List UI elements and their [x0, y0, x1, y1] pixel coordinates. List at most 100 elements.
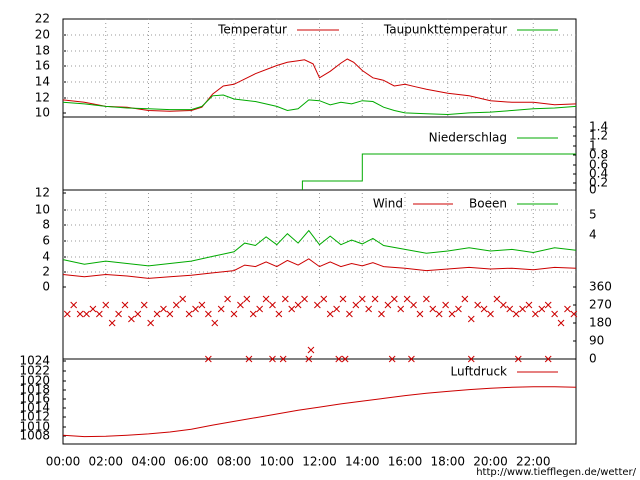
- direction-point: [262, 295, 270, 303]
- temperature-series-line-2: [62, 94, 577, 116]
- direction-point: [352, 301, 360, 309]
- temperature-series-line-1: [62, 58, 577, 112]
- time-tick-label: 18:00: [430, 455, 465, 469]
- direction-point: [455, 305, 462, 313]
- direction-point: [108, 319, 116, 327]
- pressure-tick-label: 1010: [19, 420, 50, 434]
- direction-point: [378, 310, 385, 318]
- direction-point: [532, 310, 539, 318]
- direction-point: [230, 310, 238, 318]
- direction-point: [63, 310, 71, 318]
- wind-tick-label: 6: [42, 234, 50, 248]
- direction-point: [89, 305, 97, 313]
- direction-point: [333, 305, 340, 313]
- direction-point: [153, 310, 161, 318]
- direction-point: [326, 310, 334, 318]
- direction-point: [448, 310, 456, 318]
- direction-point: [128, 315, 135, 323]
- direction-point: [487, 310, 494, 318]
- direction-point: [224, 295, 231, 303]
- temperature-legend-label: Temperatur: [217, 23, 287, 37]
- direction-point: [403, 295, 411, 303]
- direction-point: [294, 301, 302, 309]
- time-tick-label: 16:00: [388, 455, 423, 469]
- direction-point: [243, 295, 251, 303]
- direction-point: [388, 355, 396, 363]
- direction-point: [371, 295, 379, 303]
- time-tick-label: 02:00: [88, 455, 123, 469]
- precipitation-tick-label: 0.8: [589, 148, 608, 162]
- direction-point: [269, 301, 276, 309]
- temperature-tick-label: 22: [35, 12, 50, 26]
- direction-point: [279, 355, 287, 363]
- direction-point: [423, 295, 430, 303]
- direction-point: [346, 310, 353, 318]
- direction-point: [115, 310, 122, 318]
- temperature-tick-label: 10: [35, 106, 50, 120]
- direction-point: [83, 310, 90, 318]
- direction-point: [358, 295, 366, 303]
- precipitation-series-line-1: [301, 153, 576, 190]
- direction-point: [519, 305, 526, 313]
- direction-point: [70, 301, 78, 309]
- precipitation-tick-label: 0.2: [589, 176, 608, 190]
- wind-series-line-2: [62, 229, 577, 267]
- direction-point: [499, 301, 507, 309]
- wind-legend-label: Boeen: [469, 197, 507, 211]
- direction-point: [570, 310, 578, 318]
- direction-point: [435, 310, 443, 318]
- direction-point: [211, 319, 219, 327]
- direction-point: [204, 310, 212, 318]
- direction-point: [121, 301, 129, 309]
- pressure-tick-label: 1016: [19, 392, 50, 406]
- direction-point: [269, 355, 276, 363]
- direction-point: [192, 305, 199, 313]
- time-tick-label: 00:00: [46, 455, 81, 469]
- direction-point: [160, 305, 167, 313]
- direction-point: [384, 301, 392, 309]
- wind-legend-label: Wind: [373, 197, 403, 211]
- wind-tick-label: 12: [35, 186, 50, 200]
- direction-point: [461, 295, 469, 303]
- direction-point: [339, 295, 347, 303]
- direction-point: [506, 305, 514, 313]
- direction-point: [557, 319, 565, 327]
- direction-point: [198, 301, 206, 309]
- pressure-tick-label: 1020: [19, 374, 50, 388]
- direction-point: [320, 295, 328, 303]
- direction-point: [544, 355, 552, 363]
- precipitation-tick-label: 0.4: [589, 167, 608, 181]
- pressure-tick-label: 1022: [19, 364, 50, 378]
- direction-point: [416, 310, 424, 318]
- wind-direction-tick-label: 0: [589, 352, 597, 366]
- panel-frame-4: [62, 358, 577, 445]
- direction-point: [467, 315, 475, 323]
- temperature-tick-label: 20: [35, 28, 50, 42]
- direction-point: [514, 355, 522, 363]
- wind-series-line-1: [62, 258, 577, 279]
- direction-point: [442, 301, 449, 309]
- time-tick-label: 20:00: [473, 455, 508, 469]
- direction-point: [185, 310, 193, 318]
- direction-point: [341, 355, 349, 363]
- precipitation-tick-label: 1.2: [589, 129, 608, 143]
- pressure-tick-label: 1024: [19, 354, 50, 368]
- wind-direction-tick-label: 180: [589, 316, 612, 330]
- direction-point: [397, 305, 405, 313]
- wind-tick-label: 8: [42, 218, 50, 232]
- direction-point: [305, 355, 313, 363]
- direction-point: [249, 310, 257, 318]
- direction-point: [217, 305, 225, 313]
- direction-point: [204, 355, 212, 363]
- temperature-legend-label: Taupunkttemperatur: [383, 23, 507, 37]
- wind-tick-label: 10: [35, 203, 50, 217]
- pressure-legend-label: Luftdruck: [450, 365, 507, 379]
- time-tick-label: 04:00: [131, 455, 166, 469]
- wind-direction-tick-label: 270: [589, 298, 612, 312]
- direction-point: [179, 295, 187, 303]
- direction-point: [245, 355, 253, 363]
- direction-point: [314, 301, 321, 309]
- direction-point: [525, 301, 533, 309]
- precipitation-tick-label: 0: [589, 183, 597, 197]
- direction-point: [147, 319, 154, 327]
